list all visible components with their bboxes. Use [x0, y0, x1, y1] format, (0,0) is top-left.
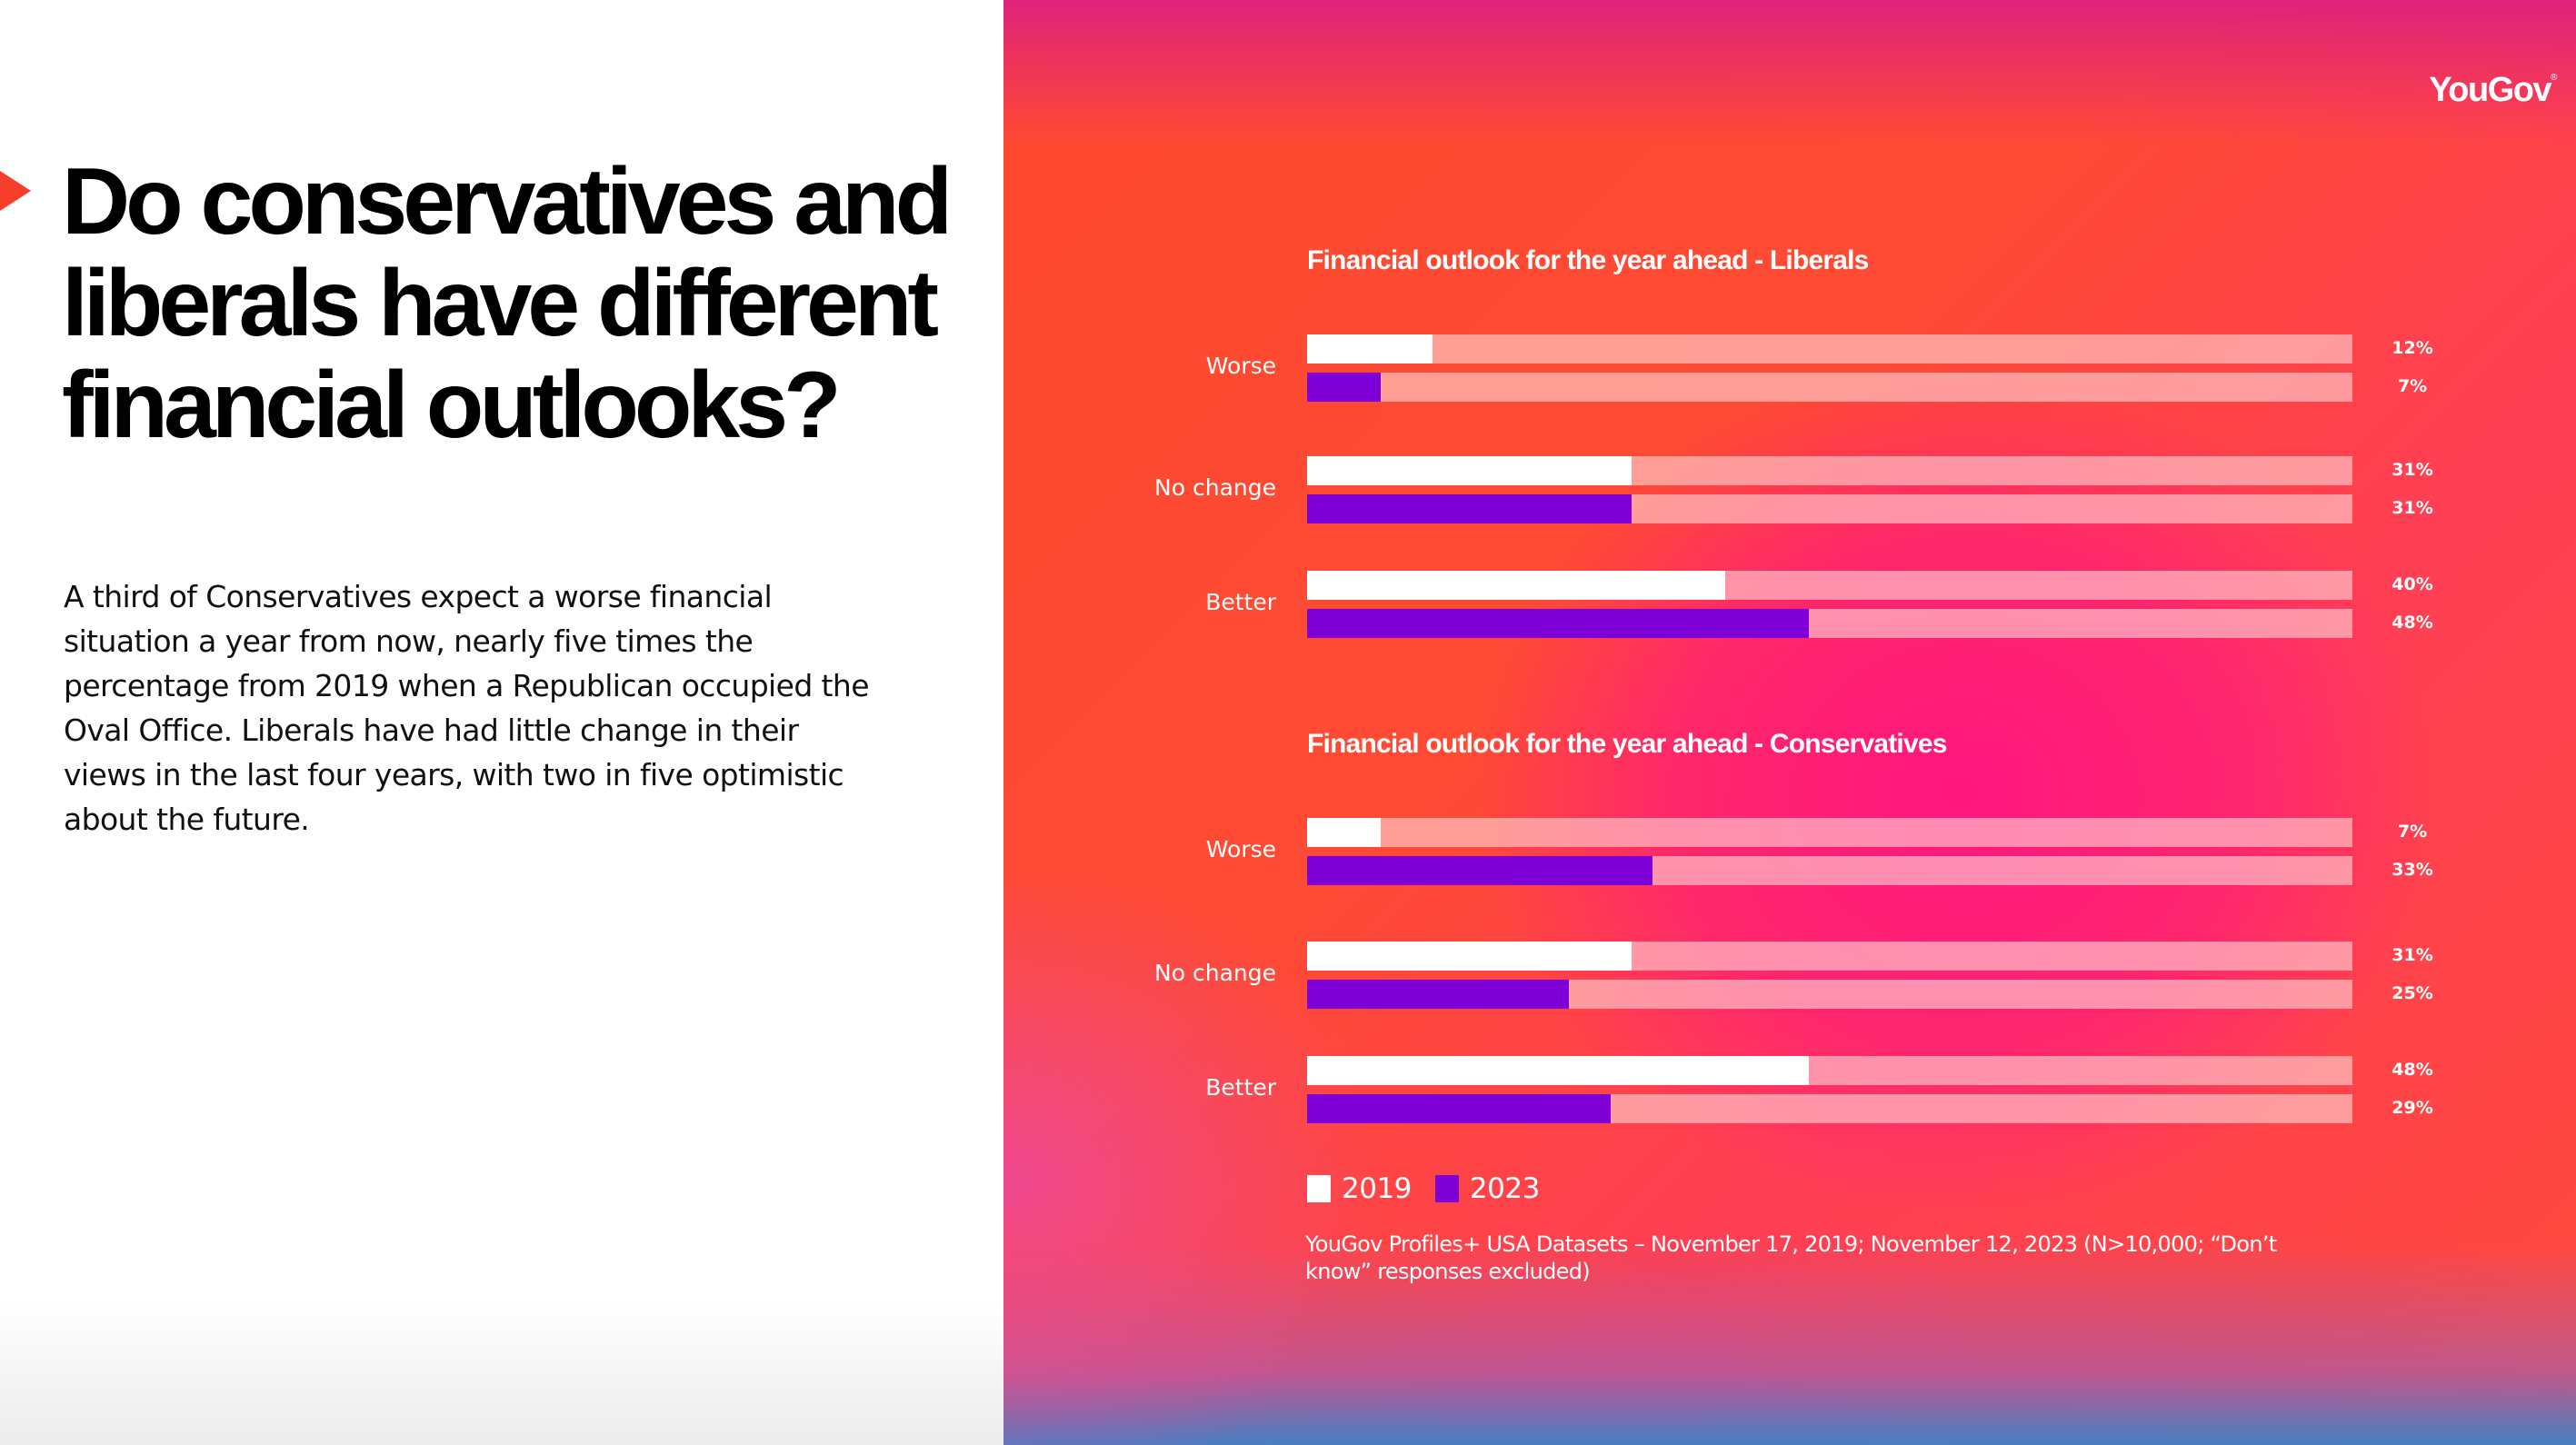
registered-mark: ® [2551, 73, 2557, 83]
category-label: Better [1205, 1074, 1276, 1101]
category-label: Better [1205, 589, 1276, 615]
bar-fill [1307, 818, 1381, 847]
bar-2019-no-change [1307, 456, 2352, 485]
bar-2019-no-change [1307, 942, 2352, 971]
bar-2023-better [1307, 1094, 2352, 1123]
chart-legend: 2019 2023 [1307, 1172, 1563, 1205]
bar-2019-worse [1307, 334, 2352, 364]
bar-fill [1307, 609, 1809, 638]
value-label: 31% [2391, 460, 2433, 480]
bar-fill [1307, 373, 1381, 402]
logo-text: YouGov [2429, 71, 2551, 109]
legend-swatch-icon [1307, 1175, 1331, 1202]
legend-item-2023: 2023 [1434, 1172, 1540, 1205]
legend-label: 2023 [1469, 1172, 1540, 1205]
value-label: 7% [2397, 822, 2428, 842]
text-panel: Do conservatives and liberals have diffe… [0, 0, 1003, 1445]
bar-fill [1307, 1056, 1809, 1085]
bar-fill [1307, 494, 1632, 523]
bar-2023-worse [1307, 373, 2352, 402]
bar-2019-better [1307, 571, 2352, 600]
bar-2019-worse [1307, 818, 2352, 847]
value-label: 31% [2391, 945, 2433, 965]
value-label: 29% [2391, 1098, 2433, 1118]
play-arrow-icon [0, 171, 31, 211]
value-label: 40% [2391, 574, 2433, 594]
category-label: No change [1154, 474, 1276, 501]
value-label: 7% [2397, 376, 2428, 396]
bar-2019-better [1307, 1056, 2352, 1085]
bar-fill [1307, 456, 1632, 485]
bar-fill [1307, 334, 1433, 364]
legend-swatch-icon [1434, 1175, 1459, 1202]
value-label: 12% [2391, 338, 2433, 358]
yougov-logo: YouGov® [2429, 71, 2557, 110]
bar-2023-better [1307, 609, 2352, 638]
value-label: 48% [2391, 1060, 2433, 1080]
category-label: Worse [1205, 353, 1276, 379]
chart-title-liberals: Financial outlook for the year ahead - L… [1307, 245, 1869, 275]
source-footnote: YouGov Profiles+ USA Datasets – November… [1305, 1231, 2277, 1284]
legend-label: 2019 [1342, 1172, 1412, 1205]
bar-fill [1307, 571, 1725, 600]
value-label: 25% [2391, 983, 2433, 1003]
category-label: Worse [1205, 836, 1276, 862]
summary-paragraph: A third of Conservatives expect a worse … [64, 579, 870, 837]
bar-fill [1307, 942, 1632, 971]
bar-fill [1307, 980, 1569, 1009]
bar-2023-worse [1307, 856, 2352, 885]
value-label: 48% [2391, 613, 2433, 633]
bar-fill [1307, 1094, 1611, 1123]
bar-2023-no-change [1307, 980, 2352, 1009]
value-label: 31% [2391, 498, 2433, 518]
page-title: Do conservatives and liberals have diffe… [62, 149, 953, 458]
chart-panel: YouGov® 2019 2023 YouGov Profiles+ USA Da… [1003, 0, 2576, 1445]
bar-2023-no-change [1307, 494, 2352, 523]
bar-fill [1307, 856, 1652, 885]
category-label: No change [1154, 960, 1276, 986]
legend-item-2019: 2019 [1307, 1172, 1412, 1205]
chart-title-conservatives: Financial outlook for the year ahead - C… [1307, 729, 1947, 759]
value-label: 33% [2391, 860, 2433, 880]
